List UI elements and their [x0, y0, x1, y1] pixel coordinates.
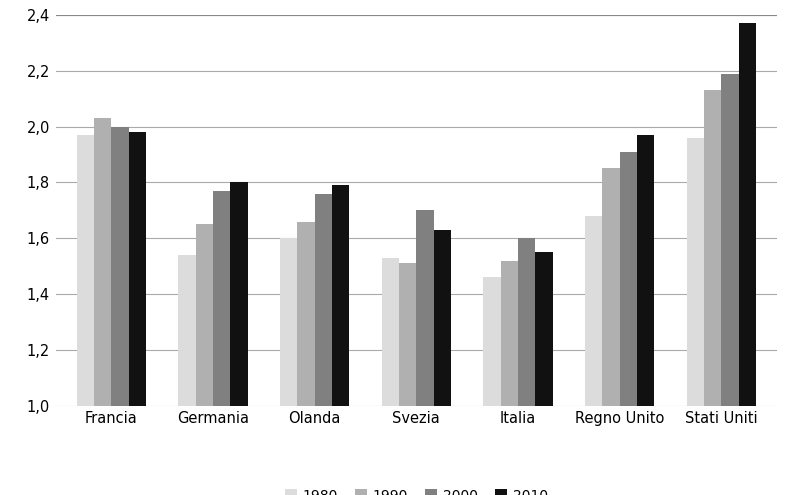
- Bar: [518, 238, 535, 406]
- Bar: [722, 73, 738, 406]
- Bar: [381, 258, 399, 406]
- Bar: [637, 135, 654, 406]
- Bar: [178, 255, 196, 406]
- Bar: [434, 230, 451, 406]
- Bar: [332, 185, 349, 406]
- Bar: [94, 118, 111, 406]
- Bar: [535, 252, 553, 406]
- Bar: [619, 152, 637, 406]
- Bar: [738, 23, 756, 406]
- Bar: [399, 263, 416, 406]
- Bar: [585, 216, 603, 406]
- Bar: [77, 135, 94, 406]
- Bar: [315, 194, 332, 406]
- Bar: [603, 168, 619, 406]
- Bar: [196, 224, 213, 406]
- Bar: [297, 222, 315, 406]
- Bar: [484, 277, 500, 406]
- Bar: [128, 132, 146, 406]
- Bar: [500, 261, 518, 406]
- Bar: [416, 210, 434, 406]
- Bar: [230, 183, 247, 406]
- Bar: [213, 191, 230, 406]
- Bar: [687, 138, 704, 406]
- Legend: 1980, 1990, 2000, 2010: 1980, 1990, 2000, 2010: [279, 483, 554, 495]
- Bar: [280, 238, 297, 406]
- Bar: [111, 127, 128, 406]
- Bar: [704, 90, 722, 406]
